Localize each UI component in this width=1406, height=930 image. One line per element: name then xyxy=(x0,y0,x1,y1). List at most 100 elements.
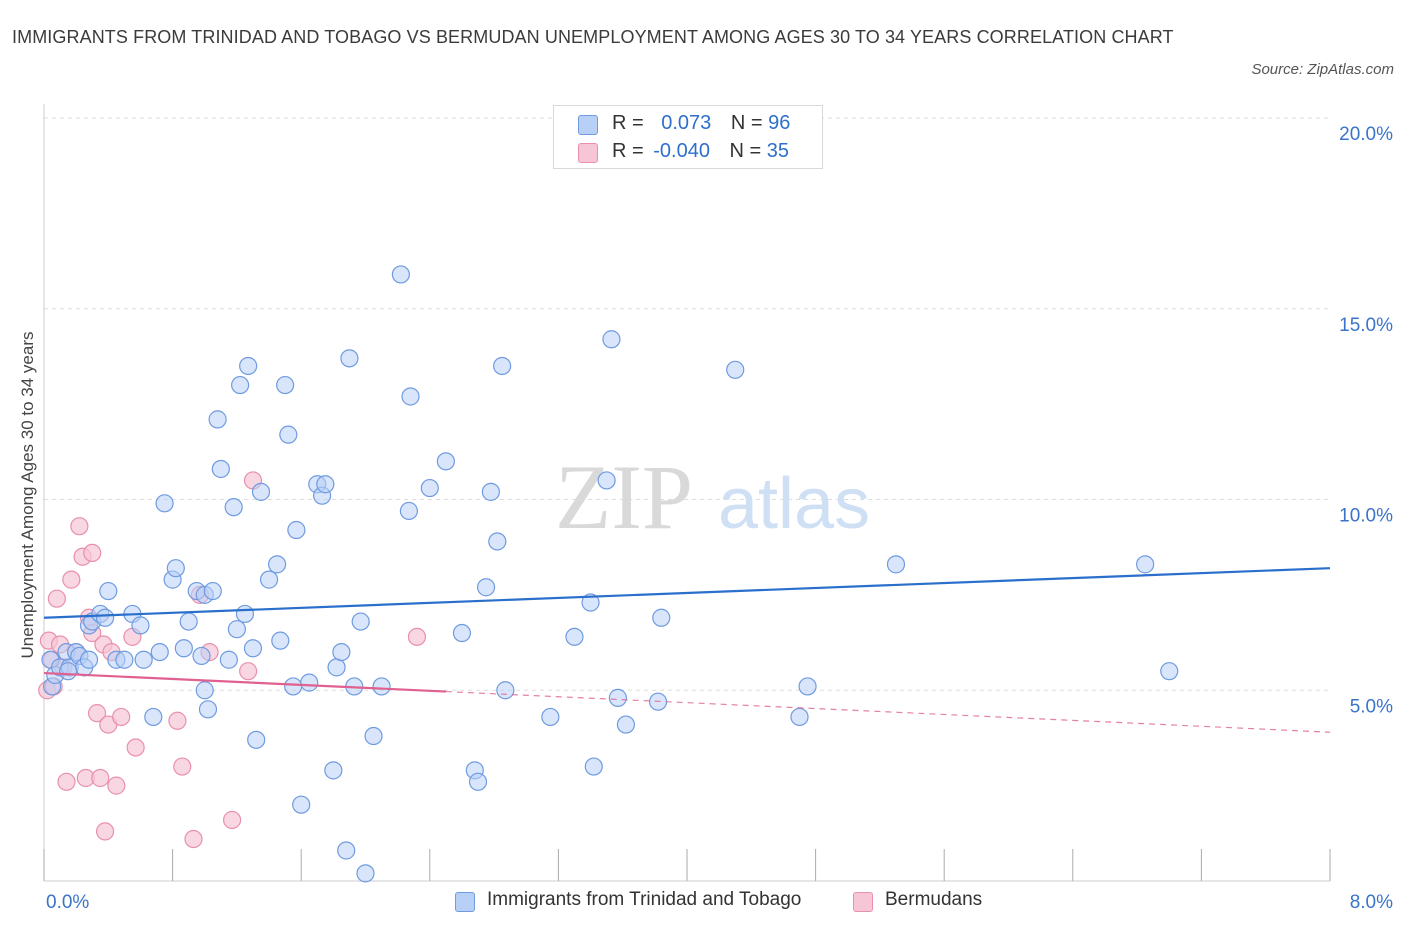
trinidad-point xyxy=(251,482,271,501)
watermark-atlas: atlas xyxy=(718,464,870,544)
trinidad-point xyxy=(144,707,163,727)
trinidad-point xyxy=(192,646,211,666)
trinidad-point xyxy=(541,707,560,727)
trinidad-point xyxy=(481,482,500,501)
bermudans-point xyxy=(126,738,145,757)
bermudans-point xyxy=(407,627,427,646)
bermudans-trend-solid xyxy=(43,671,446,693)
bermudans-point xyxy=(83,543,102,563)
x-tick-label-min: 0.0% xyxy=(46,892,89,913)
trinidad-point xyxy=(565,627,584,646)
legend-r-value-2: -0.040 xyxy=(653,140,710,162)
bottom-legend-label-trinidad: Immigrants from Trinidad and Tobago xyxy=(487,889,802,910)
trinidad-point xyxy=(436,452,455,471)
trinidad-point xyxy=(59,662,78,681)
trinidad-point xyxy=(496,681,515,700)
trinidad-point xyxy=(131,616,150,635)
legend-n-value-1: 96 xyxy=(768,112,791,134)
trinidad-point xyxy=(243,639,263,658)
bermudans-point xyxy=(47,589,66,608)
legend-n-label-1: N = xyxy=(730,112,763,134)
trinidad-point xyxy=(211,459,230,479)
trinidad-point xyxy=(292,795,311,814)
trinidad-point xyxy=(597,471,616,490)
source-credit: Source: ZipAtlas.com xyxy=(1251,61,1394,78)
trinidad-point xyxy=(267,555,287,574)
trinidad-point xyxy=(351,612,370,631)
trinidad-point xyxy=(208,410,227,429)
trinidad-point xyxy=(886,555,906,574)
y-tick-label: 20.0% xyxy=(1339,124,1393,145)
trinidad-point xyxy=(602,330,621,349)
trinidad-point xyxy=(284,677,303,696)
trinidad-point xyxy=(198,700,218,719)
axes xyxy=(43,104,1331,882)
trinidad-point xyxy=(584,757,603,776)
bermudans-point xyxy=(91,768,110,788)
trinidad-point xyxy=(452,623,472,643)
trinidad-point xyxy=(195,681,214,700)
bermudans-point xyxy=(95,822,115,841)
trinidad-point xyxy=(327,658,346,677)
trinidad-point xyxy=(235,604,255,624)
trinidad-point xyxy=(259,570,279,589)
bermudans-point xyxy=(62,570,81,589)
legend-r-label-1: R = xyxy=(612,112,644,134)
bottom-legend-swatch-pink xyxy=(853,892,873,912)
trinidad-point xyxy=(95,608,115,627)
legend-n-value-2: 35 xyxy=(766,140,790,162)
y-tick-label: 5.0% xyxy=(1350,696,1393,717)
trinidad-point xyxy=(316,475,335,494)
trinidad-point xyxy=(324,761,343,780)
trinidad-point xyxy=(616,715,636,734)
trinidad-point xyxy=(134,650,153,669)
trinidad-point xyxy=(227,620,246,639)
trinidad-point xyxy=(726,360,745,379)
x-tick-label-max: 8.0% xyxy=(1350,892,1393,913)
trinidad-point xyxy=(468,772,488,791)
bottom-legend-label-bermudans: Bermudans xyxy=(885,889,983,910)
trinidad-point xyxy=(219,650,238,669)
legend-swatch-pink xyxy=(578,143,598,163)
bermudans-point xyxy=(173,757,192,776)
bermudans-point xyxy=(70,517,89,536)
trinidad-point xyxy=(155,494,174,513)
trinidad-point xyxy=(99,581,118,601)
bermudans-point xyxy=(107,776,126,795)
trinidad-point xyxy=(332,642,351,662)
trinidad-point xyxy=(488,532,507,551)
trinidad-points xyxy=(41,265,1179,883)
trinidad-point xyxy=(224,498,243,517)
y-tick-label: 10.0% xyxy=(1339,506,1393,527)
trinidad-point xyxy=(340,349,359,368)
bermudans-trend-dashed xyxy=(445,690,1331,733)
trinidad-point xyxy=(652,608,671,627)
trinidad-point xyxy=(608,688,627,707)
trinidad-point xyxy=(391,265,410,284)
trinidad-point xyxy=(356,864,375,883)
trinidad-point xyxy=(150,642,169,662)
tick-labels: 5.0% 10.0% 15.0% 20.0% 0.0% 8.0% xyxy=(46,124,1393,913)
trinidad-point xyxy=(493,356,512,376)
legend-text-trinidad: R = 0.073 N = 96 xyxy=(612,112,790,135)
bermudans-point xyxy=(184,829,203,849)
trinidad-point xyxy=(798,677,817,696)
trinidad-point xyxy=(287,520,306,540)
trinidad-point xyxy=(276,375,295,395)
trinidad-point xyxy=(420,478,439,498)
trinidad-point xyxy=(1160,662,1179,681)
trinidad-point xyxy=(337,841,356,860)
gridlines xyxy=(44,117,1330,691)
trinidad-point xyxy=(174,639,193,658)
bermudans-point xyxy=(168,711,187,730)
trend-lines xyxy=(43,567,1331,733)
chart-title: IMMIGRANTS FROM TRINIDAD AND TOBAGO VS B… xyxy=(12,27,1174,47)
bermudans-point xyxy=(222,810,242,830)
legend-swatch-blue xyxy=(578,115,598,135)
legend-text-bermudans: R = -0.040 N = 35 xyxy=(612,140,789,163)
correlation-legend: R = 0.073 N = 96 R = -0.040 N = 35 xyxy=(553,105,823,169)
trinidad-point xyxy=(364,726,383,746)
bermudans-point xyxy=(239,662,258,681)
trinidad-point xyxy=(399,501,419,521)
